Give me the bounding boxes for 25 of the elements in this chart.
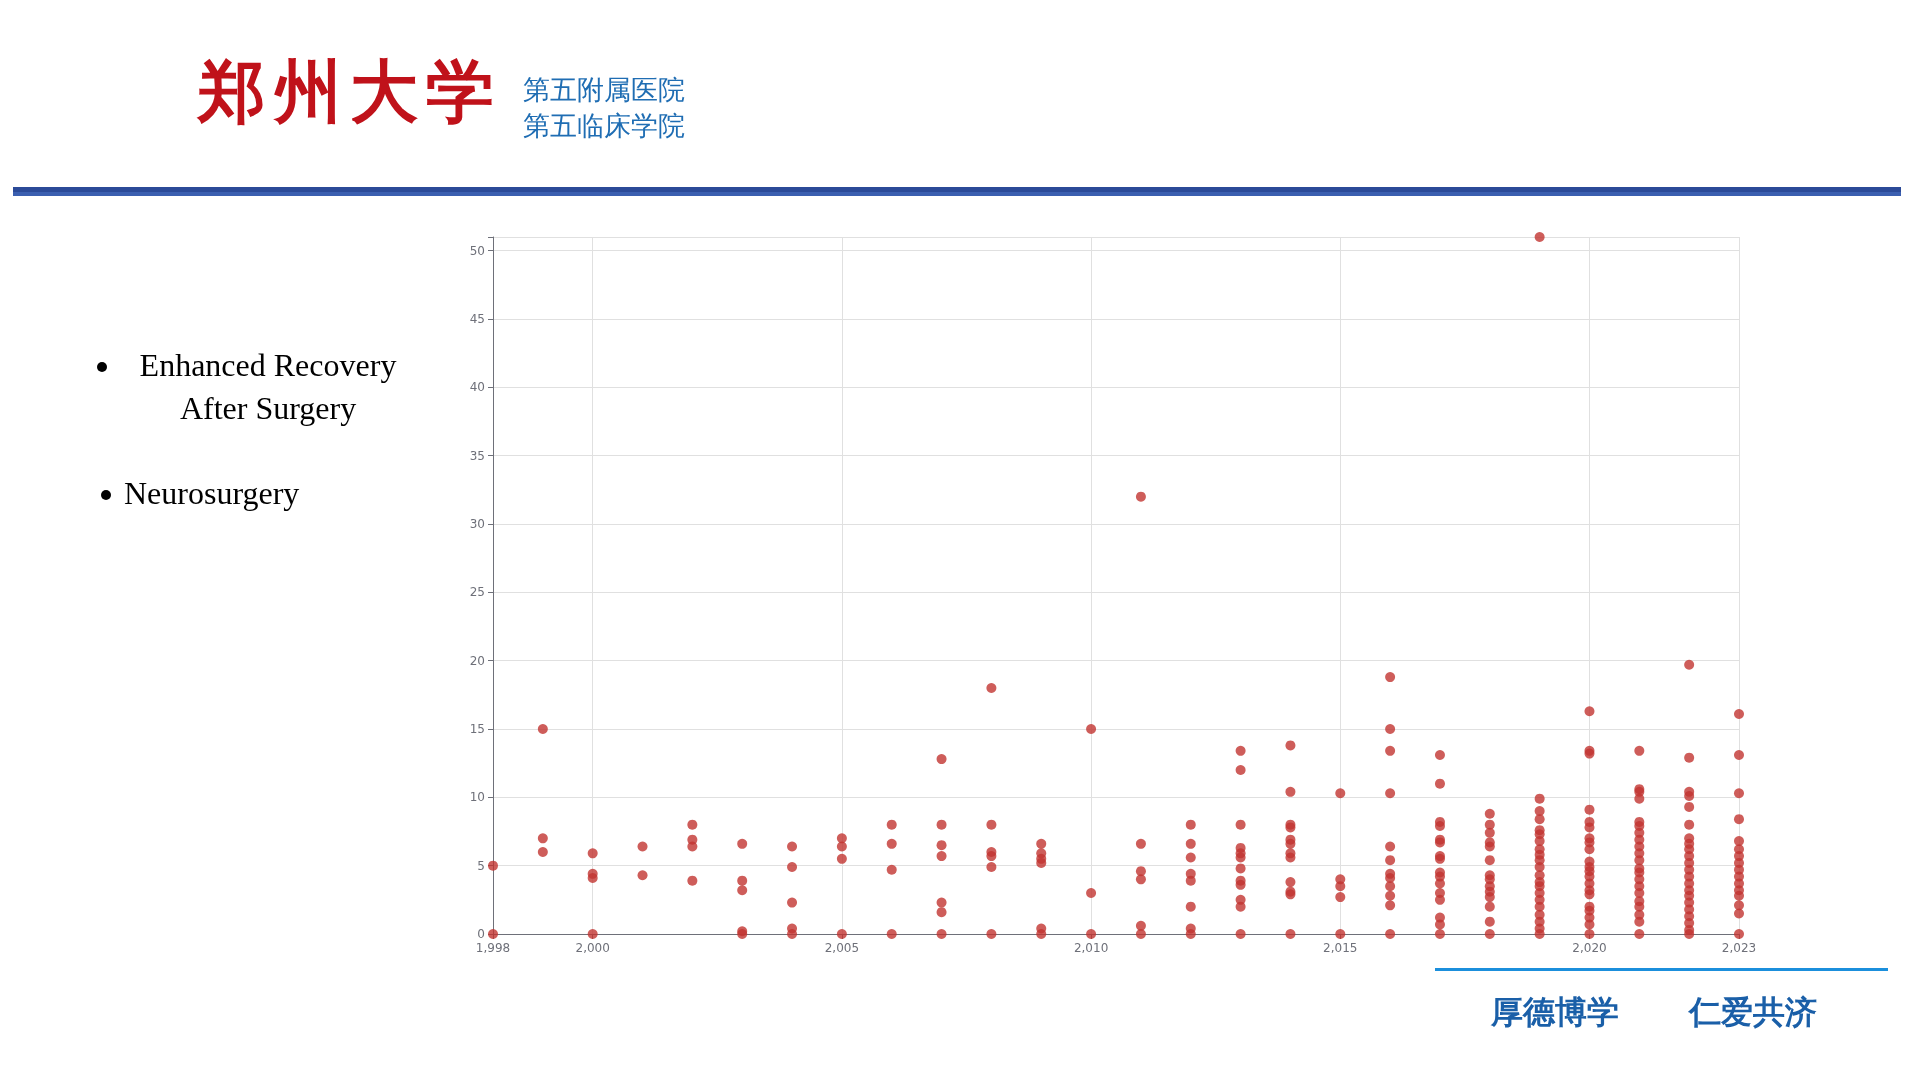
y-tick-label: 50	[469, 243, 485, 258]
x-tick-label: 1,998	[475, 941, 511, 955]
y-tick-label: 45	[469, 312, 485, 326]
y-tick-label: 15	[469, 722, 485, 736]
y-tick-label: 40	[469, 380, 485, 395]
x-tick-label: 2,020	[1572, 941, 1607, 955]
x-tick-label: 2,010	[1073, 941, 1109, 955]
x-tick-label: 2,000	[575, 941, 610, 955]
text: 第五临床学院	[523, 110, 685, 143]
text: Neurosurgery	[124, 474, 300, 513]
y-tick-label: 30	[469, 517, 485, 531]
x-tick-label: 2,005	[824, 941, 860, 955]
y-tick-label: 0	[477, 927, 485, 941]
x-tick-label: 2,015	[1323, 941, 1358, 955]
text: 仁爱共济	[1689, 993, 1817, 1032]
y-tick-label: 5	[477, 858, 485, 873]
y-tick-label: 25	[469, 585, 485, 600]
y-tick-label: 35	[469, 448, 485, 463]
x-tick-label: 2,023	[1721, 941, 1757, 955]
y-tick-label: 10	[469, 790, 485, 805]
text: Enhanced Recovery After Surgery	[138, 346, 398, 428]
y-tick-label: 20	[469, 653, 485, 668]
text: 郑州大学	[198, 53, 502, 132]
text: 第五附属医院	[523, 74, 685, 107]
text: 厚德博学	[1491, 993, 1619, 1032]
